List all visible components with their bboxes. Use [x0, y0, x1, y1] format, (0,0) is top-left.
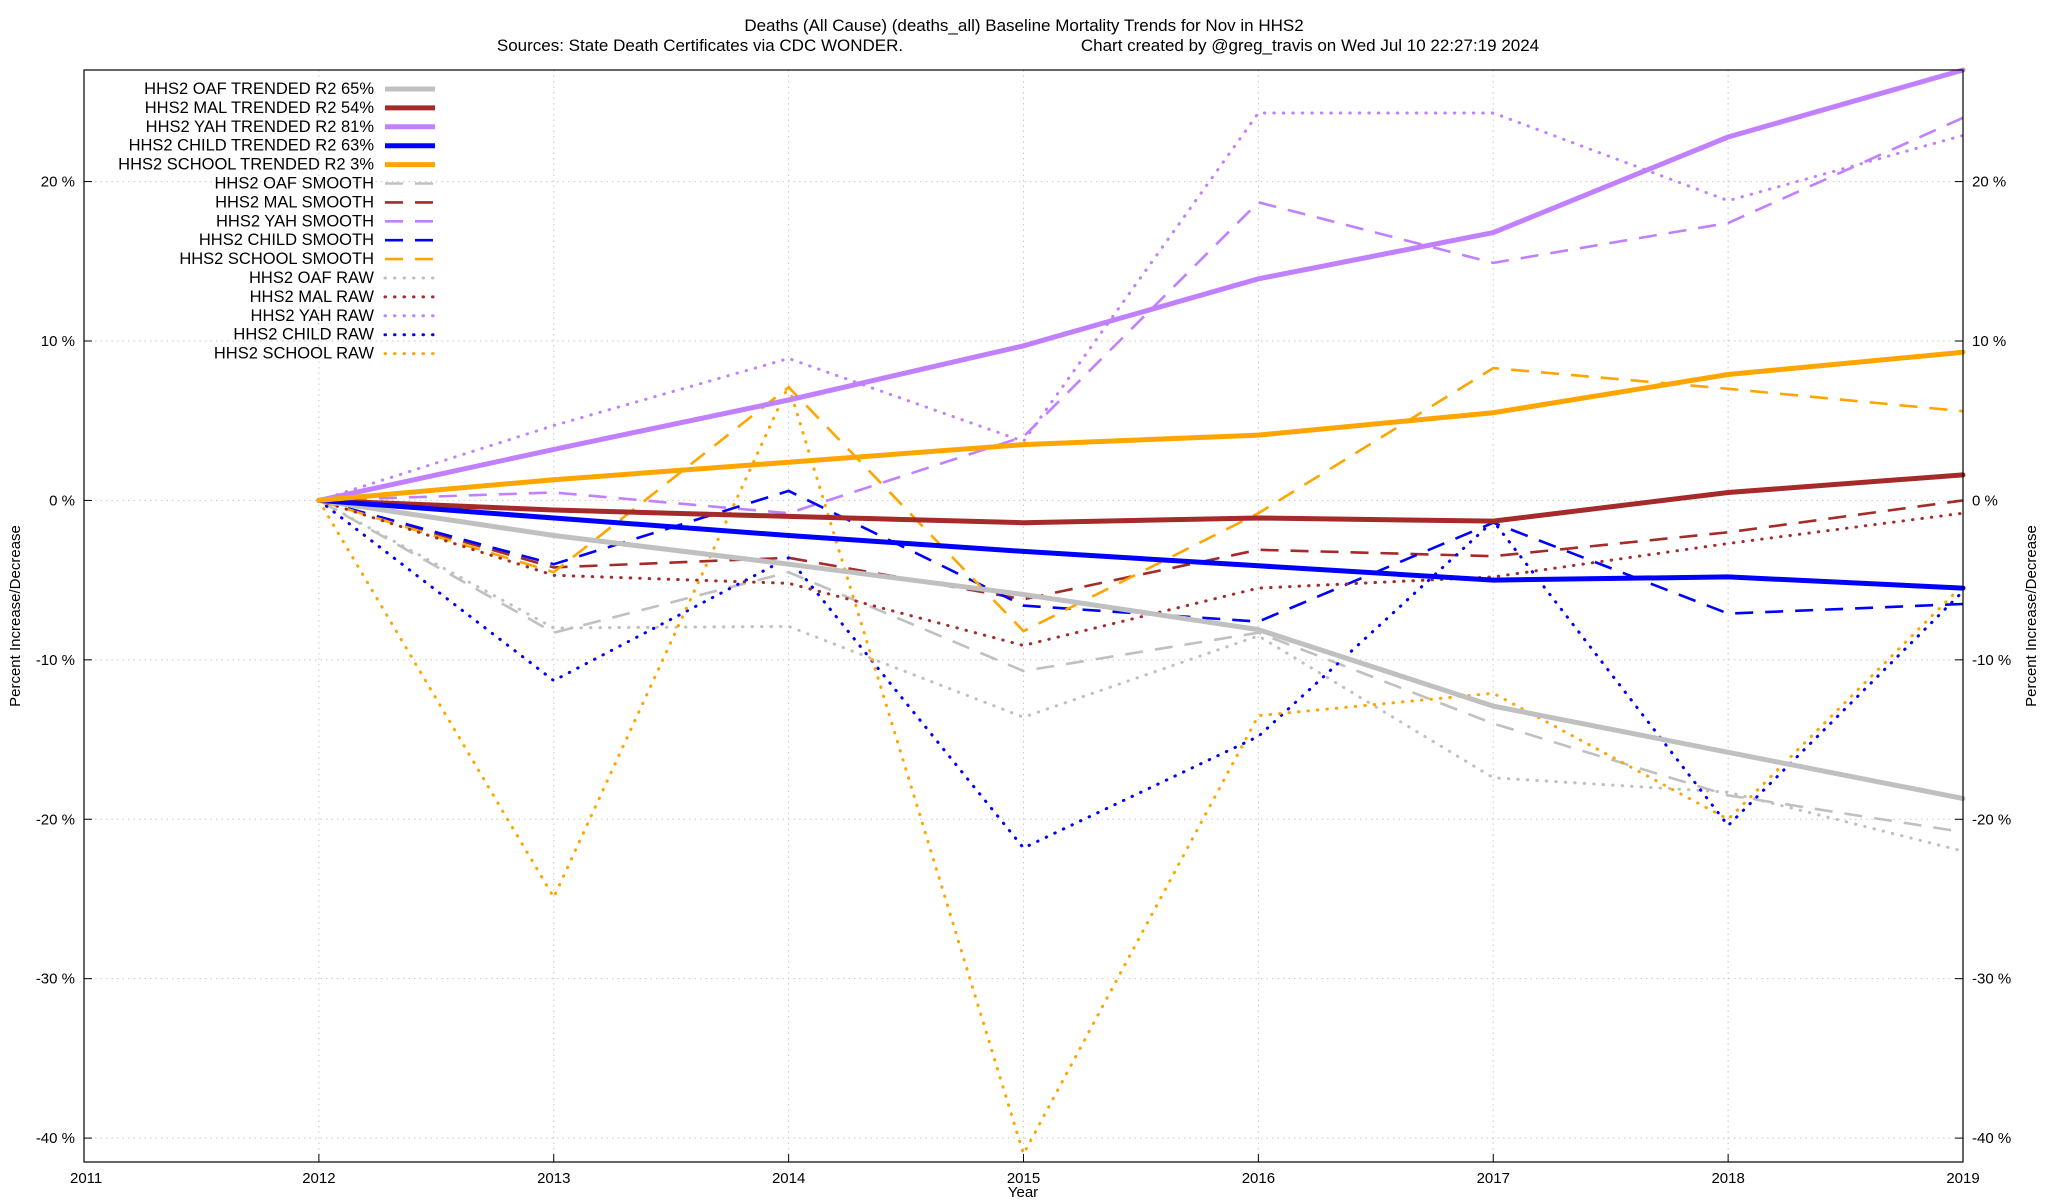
legend-label: HHS2 SCHOOL SMOOTH [179, 250, 374, 268]
chart-credit-note: Chart created by @greg_travis on Wed Jul… [1081, 36, 1539, 55]
y-tick-label-right: 0 % [1972, 492, 1998, 509]
series-line-hhs2-school-trended-r2-3 [316, 349, 1966, 503]
legend-label: HHS2 YAH SMOOTH [216, 212, 374, 230]
y-tick-label-left: 20 % [41, 174, 75, 191]
x-tick-label: 2012 [302, 1170, 335, 1187]
y-tick-label-left: -20 % [36, 811, 75, 828]
series-line-hhs2-mal-smooth [318, 499, 1964, 601]
series-line-hhs2-school-raw [317, 381, 1965, 1158]
y-axis-ticks: 20 % 20 % 10 % 10 % 0 % 0 % -10 % -10 % -20 % -20… [36, 174, 2011, 1147]
legend-label: HHS2 SCHOOL TRENDED R2 3% [118, 156, 374, 174]
legend-label: HHS2 YAH RAW [251, 307, 375, 325]
y-axis-label-left: Percent Increase/Decrease [7, 525, 24, 707]
x-tick-label: 2017 [1477, 1170, 1510, 1187]
series-line-hhs2-school-smooth [318, 366, 1964, 633]
x-axis-label: Year [1008, 1184, 1038, 1200]
y-tick-label-left: -30 % [36, 971, 75, 988]
series-line-hhs2-mal-trended-r2-54 [316, 472, 1966, 526]
legend-label: HHS2 OAF SMOOTH [214, 175, 374, 193]
chart-title: Deaths (All Cause) (deaths_all) Baseline… [744, 16, 1303, 35]
x-tick-label: 2015 [1007, 1170, 1040, 1187]
legend: HHS2 OAF TRENDED R2 65%HHS2 MAL TRENDED … [118, 80, 437, 363]
series-line-hhs2-oaf-raw [317, 498, 1965, 853]
y-axis-label-right: Percent Increase/Decrease [2023, 525, 2040, 707]
y-tick-label-right: -40 % [1972, 1130, 2011, 1147]
series-lines [316, 67, 1966, 1158]
series-line-hhs2-oaf-trended-r2-65 [316, 497, 1966, 801]
legend-label: HHS2 OAF TRENDED R2 65% [144, 80, 374, 98]
y-tick-label-left: -10 % [36, 652, 75, 669]
x-axis-ticks: 2011 2012 2013 2014 2015 2016 2017 2018 2019 [70, 1154, 1980, 1187]
x-tick-label: 2014 [772, 1170, 805, 1187]
y-tick-label-right: -30 % [1972, 971, 2011, 988]
legend-label: HHS2 CHILD RAW [233, 326, 374, 344]
y-tick-label-left: 0 % [49, 492, 75, 509]
chart-sources-note: Sources: State Death Certificates via CD… [497, 36, 903, 55]
series-line-hhs2-yah-raw [317, 111, 1965, 502]
y-tick-label-left: 10 % [41, 333, 75, 350]
series-line-hhs2-oaf-smooth [318, 499, 1964, 834]
series-line-hhs2-child-smooth [318, 489, 1964, 623]
legend-label: HHS2 MAL TRENDED R2 54% [145, 99, 375, 117]
series-line-hhs2-yah-smooth [318, 116, 1964, 515]
legend-label: HHS2 OAF RAW [249, 269, 374, 287]
plot-frame [83, 69, 1964, 1163]
series-line-hhs2-mal-raw [317, 498, 1965, 648]
y-tick-label-right: -10 % [1972, 652, 2011, 669]
x-tick-label: 2018 [1711, 1170, 1744, 1187]
x-tick-label: 2013 [537, 1170, 570, 1187]
y-tick-label-left: -40 % [36, 1130, 75, 1147]
series-line-hhs2-yah-trended-r2-81 [316, 67, 1966, 503]
series-line-hhs2-child-trended-r2-63 [316, 497, 1966, 591]
x-tick-label: 2019 [1946, 1170, 1979, 1187]
legend-label: HHS2 MAL RAW [250, 288, 375, 306]
legend-label: HHS2 MAL SMOOTH [215, 193, 374, 211]
legend-label: HHS2 CHILD SMOOTH [199, 231, 374, 249]
x-tick-label: 2011 [70, 1170, 102, 1187]
legend-label: HHS2 SCHOOL RAW [214, 345, 375, 363]
y-tick-label-right: 10 % [1972, 333, 2006, 350]
x-tick-label: 2016 [1242, 1170, 1275, 1187]
legend-label: HHS2 YAH TRENDED R2 81% [146, 118, 375, 136]
y-tick-label-right: 20 % [1972, 174, 2006, 191]
y-tick-label-right: -20 % [1972, 811, 2011, 828]
legend-label: HHS2 CHILD TRENDED R2 63% [129, 137, 375, 155]
series-line-hhs2-child-raw [317, 498, 1965, 850]
